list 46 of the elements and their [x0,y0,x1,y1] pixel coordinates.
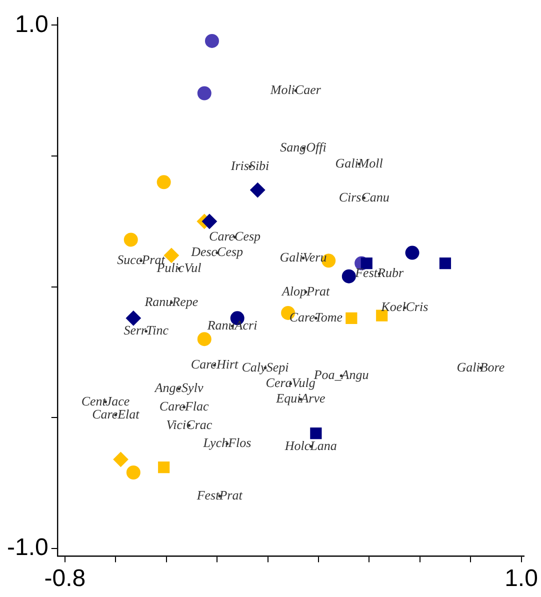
point [250,182,266,198]
data-label: FestPrat [196,487,243,502]
data-label: CareCesp [209,228,262,244]
point [164,248,179,263]
point [204,34,219,48]
data-label: AlopPrat [280,283,330,298]
point [156,175,171,190]
data-label: RanuAcri [206,317,258,332]
data-label: SangOffi [280,140,327,155]
point [197,86,212,100]
data-label: CirsCanu [338,189,390,204]
point [202,214,217,229]
x-tick-label: -0.8 [44,565,86,592]
point [439,257,452,270]
data-label: CareFlac [159,398,210,414]
data-label: DescCesp [190,244,244,260]
data-label: CareElat [92,406,140,422]
data-label: FestRubr [354,265,404,280]
point [113,452,128,467]
point [126,466,140,480]
data-label: IrisSibi [230,158,270,173]
point [124,232,138,247]
point [346,312,358,324]
data-label: GaliBore [456,359,505,374]
data-label: SerrTinc [124,322,169,338]
data-label: AngeSylv [154,380,204,396]
data-label: KoelCris [380,299,428,314]
data-label: CareTome [289,310,343,325]
point [342,269,356,284]
point [126,310,141,326]
point [197,332,212,346]
data-label: RanuRepe [144,294,198,309]
data-label: CentJace [81,393,130,408]
point [158,461,170,474]
data-label: CalySepi [242,359,290,374]
data-label: MoliCaer [269,82,322,98]
data-label: ViciCrac [166,416,212,432]
data-label: CareHirt [190,356,239,372]
y-tick-label: -1.0 [6,534,48,561]
data-label: EquiArve [275,390,326,406]
data-label: GaliMoll [335,155,384,170]
point [310,427,322,440]
data-label: HolcLana [284,438,338,453]
point [376,310,388,322]
point [405,246,420,260]
data-label: LychFlos [202,435,252,450]
